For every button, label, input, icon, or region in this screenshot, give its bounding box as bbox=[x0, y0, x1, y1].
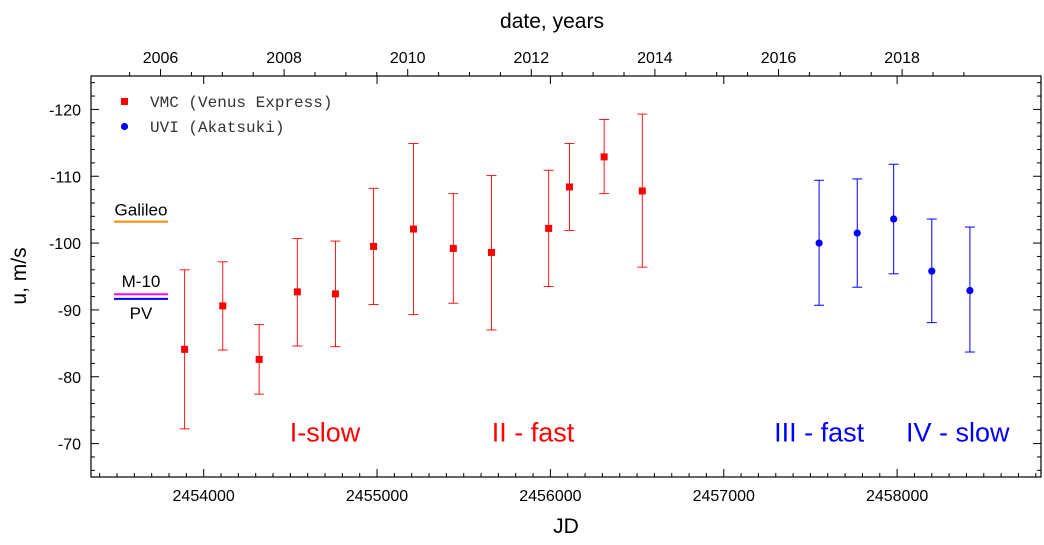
phase-label: IV - slow bbox=[906, 418, 1010, 448]
data-point-vmc bbox=[487, 248, 495, 256]
pv-label: PV bbox=[130, 304, 153, 323]
error-bars bbox=[179, 113, 975, 430]
data-point-vmc bbox=[370, 242, 378, 250]
x-tick-label: 2457000 bbox=[693, 488, 755, 505]
data-point-vmc bbox=[255, 355, 263, 363]
x-axis-title: JD bbox=[553, 515, 579, 538]
y-tick-label: -100 bbox=[49, 236, 81, 253]
data-point-vmc bbox=[638, 187, 646, 195]
top-axis-ticks: 2006 2008 2010 2012 2014 2016 2018 bbox=[129, 50, 965, 76]
x-tick-label: 2458000 bbox=[866, 488, 928, 505]
top-tick-label: 2010 bbox=[390, 50, 426, 67]
top-axis-title: date, years bbox=[500, 10, 604, 33]
y-tick-label: -120 bbox=[49, 102, 81, 119]
y-tick-label: -80 bbox=[58, 370, 81, 387]
data-point-vmc bbox=[181, 345, 189, 353]
top-tick-label: 2018 bbox=[884, 50, 920, 67]
data-point-vmc bbox=[449, 244, 457, 252]
phase-label: III - fast bbox=[774, 418, 865, 448]
phase-annotations: I-slow II - fast III - fast IV - slow bbox=[290, 418, 1010, 448]
x-tick-label: 2456000 bbox=[519, 488, 581, 505]
y-tick-label: -110 bbox=[50, 169, 81, 186]
y-tick-label: -70 bbox=[58, 437, 81, 454]
data-point-vmc bbox=[545, 224, 553, 232]
y-tick-labels: -70 -80 -90 -100 -110 -120 bbox=[49, 102, 81, 453]
plot-frame bbox=[90, 75, 1042, 478]
y-axis-title: u, m/s bbox=[8, 247, 31, 304]
y-tick-label: -90 bbox=[58, 303, 81, 320]
data-point-uvi bbox=[853, 229, 861, 237]
data-point-vmc bbox=[565, 183, 573, 191]
data-point-uvi bbox=[815, 239, 823, 247]
m10-label: M-10 bbox=[122, 272, 161, 291]
phase-label: I-slow bbox=[290, 418, 361, 448]
data-point-vmc bbox=[331, 290, 339, 298]
galileo-label: Galileo bbox=[115, 201, 168, 220]
phase-label: II - fast bbox=[492, 418, 575, 448]
top-tick-label: 2014 bbox=[637, 50, 673, 67]
legend-label-uvi: UVI (Akatsuki) bbox=[150, 119, 284, 137]
top-tick-label: 2012 bbox=[514, 50, 550, 67]
top-tick-label: 2016 bbox=[761, 50, 797, 67]
data-point-uvi bbox=[966, 286, 974, 295]
legend: VMC (Venus Express) UVI (Akatsuki) bbox=[120, 94, 332, 137]
top-tick-label: 2006 bbox=[143, 50, 179, 67]
data-point-vmc bbox=[293, 288, 301, 296]
legend-marker-uvi bbox=[120, 122, 129, 131]
data-point-vmc bbox=[600, 153, 608, 161]
data-point-uvi bbox=[928, 267, 936, 275]
reference-lines: Galileo M-10 PV bbox=[114, 201, 168, 323]
data-markers bbox=[181, 153, 974, 363]
data-point-vmc bbox=[219, 302, 227, 310]
legend-label-vmc: VMC (Venus Express) bbox=[150, 94, 332, 112]
legend-marker-vmc bbox=[121, 98, 128, 105]
data-point-vmc bbox=[409, 225, 417, 233]
data-point-uvi bbox=[890, 215, 898, 223]
x-tick-label: 2455000 bbox=[346, 488, 408, 505]
x-tick-labels: 2454000 2455000 2456000 2457000 2458000 bbox=[173, 488, 929, 505]
top-tick-label: 2008 bbox=[266, 50, 302, 67]
x-tick-label: 2454000 bbox=[173, 488, 235, 505]
axis-ticks bbox=[91, 76, 1041, 477]
